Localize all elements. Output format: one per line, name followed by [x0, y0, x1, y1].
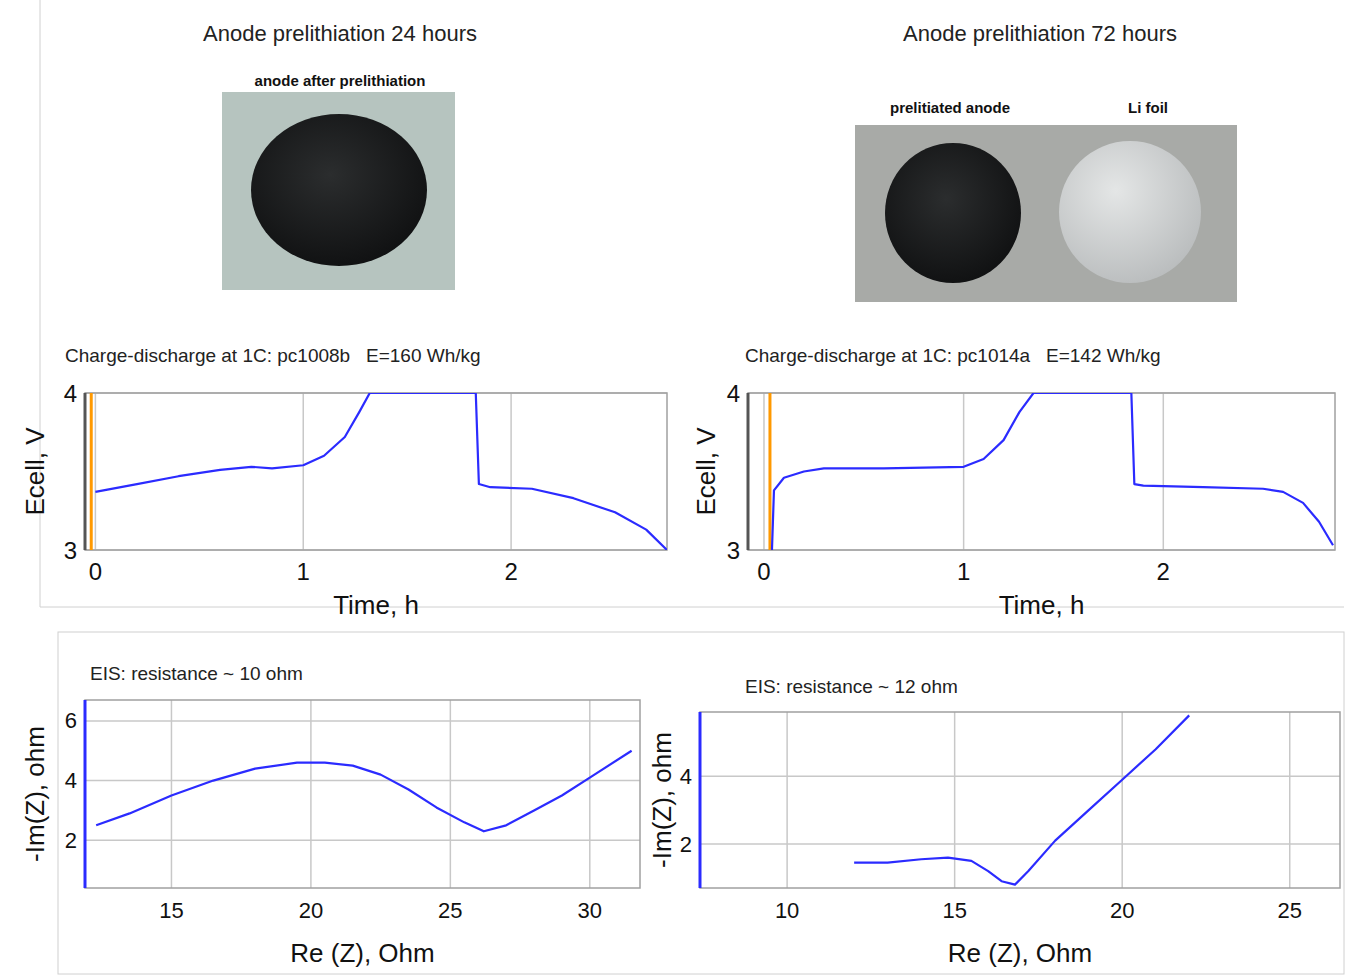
- tick-label: 25: [438, 898, 462, 923]
- frame: [58, 632, 1344, 974]
- y-axis-title: -Im(Z), ohm: [647, 732, 677, 868]
- tick-label: 1: [297, 558, 310, 585]
- tick-label: 0: [89, 558, 102, 585]
- tick-label: 4: [680, 764, 692, 789]
- x-axis-title: Re (Z), Ohm: [948, 938, 1092, 968]
- photo: [222, 92, 455, 290]
- tick-label: 6: [65, 708, 77, 733]
- tick-label: 1: [957, 558, 970, 585]
- tick-label: 3: [64, 537, 77, 564]
- tick-label: 3: [727, 537, 740, 564]
- photo-label: prelitiated anode: [890, 99, 1010, 116]
- grid-line: [85, 780, 640, 782]
- tick-label: 20: [1110, 898, 1134, 923]
- photo-label: Li foil: [1128, 99, 1168, 116]
- marker-line: [768, 393, 771, 550]
- y-axis-line: [84, 393, 87, 550]
- y-axis-title: Ecell, V: [691, 427, 721, 516]
- grid-line: [1121, 712, 1123, 888]
- grid-line: [589, 700, 591, 888]
- grid-line: [1163, 393, 1165, 550]
- photo-title: Anode prelithiation 24 hours: [203, 21, 477, 46]
- y-axis-line: [699, 712, 702, 888]
- tick-label: 4: [64, 380, 77, 407]
- marks: [770, 393, 1333, 550]
- tick-label: 0: [757, 558, 770, 585]
- marker-line: [90, 393, 93, 550]
- li-foil-disk: [1059, 141, 1201, 283]
- plot-frame: [748, 393, 1335, 550]
- marks: [96, 751, 631, 832]
- figure: Anode prelithiation 24 hours anode after …: [0, 0, 1346, 976]
- grid-line: [171, 700, 173, 888]
- chart-title: Charge-discharge at 1C: pc1014a E=142 Wh…: [745, 345, 1161, 366]
- marks: [91, 393, 667, 550]
- grid-line: [954, 712, 956, 888]
- plot-area: [748, 393, 1335, 550]
- x-axis-title: Re (Z), Ohm: [290, 938, 434, 968]
- grid-line: [786, 712, 788, 888]
- data-line: [96, 751, 631, 832]
- x-axis-title: Time, h: [333, 590, 419, 620]
- tick-label: 4: [727, 380, 740, 407]
- grid-line: [303, 393, 305, 550]
- tick-label: 2: [1157, 558, 1170, 585]
- anode-disk: [251, 114, 427, 266]
- photo-title: Anode prelithiation 72 hours: [903, 21, 1177, 46]
- grid-line: [85, 720, 640, 722]
- y-axis-title: -Im(Z), ohm: [20, 726, 50, 862]
- chart: 0 1 2 3 4 Charge-discharge at 1C: pc1008b E=1…: [20, 345, 667, 620]
- chart: 0 1 2 3 4Charge-discharge at 1C: pc1014a E=1…: [691, 345, 1335, 620]
- grid-line: [95, 393, 97, 550]
- plot-area: [85, 393, 667, 550]
- grid-line: [700, 843, 1340, 845]
- tick-label: 15: [942, 898, 966, 923]
- x-axis-title: Time, h: [999, 590, 1085, 620]
- grid-line: [510, 393, 512, 550]
- chart-title: EIS: resistance ~ 12 ohm: [745, 676, 958, 697]
- chart: 15 20 25 30 2 4 6 EIS: resistance ~ 10 ohm Re (Z…: [20, 663, 640, 968]
- marks: [854, 715, 1189, 884]
- y-axis-line: [747, 393, 750, 550]
- grid-line: [450, 700, 452, 888]
- tick-label: 2: [504, 558, 517, 585]
- data-line: [854, 715, 1189, 884]
- tick-label: 10: [775, 898, 799, 923]
- anode-disk: [885, 143, 1021, 283]
- tick-label: 25: [1277, 898, 1301, 923]
- tick-label: 20: [299, 898, 323, 923]
- tick-label: 2: [680, 832, 692, 857]
- data-line: [772, 393, 1333, 550]
- plot-frame: [700, 712, 1340, 888]
- grid-line: [763, 393, 765, 550]
- plot-frame: [85, 700, 640, 888]
- chart: 10 15 20 25 2 4 EIS: resistance ~ 12 ohm Re (Z)…: [647, 676, 1340, 968]
- chart-title: EIS: resistance ~ 10 ohm: [90, 663, 303, 684]
- plot-area: [700, 712, 1340, 888]
- grid-line: [963, 393, 965, 550]
- tick-label: 4: [65, 768, 77, 793]
- grid-line: [310, 700, 312, 888]
- tick-label: 15: [159, 898, 183, 923]
- frame: [40, 607, 1344, 608]
- y-axis-title: Ecell, V: [20, 427, 50, 516]
- data-line: [95, 393, 667, 550]
- grid-line: [85, 840, 640, 842]
- tick-label: 30: [578, 898, 602, 923]
- grid-line: [1289, 712, 1291, 888]
- plot-area: [85, 700, 640, 888]
- plot-frame: [85, 393, 667, 550]
- chart-title: Charge-discharge at 1C: pc1008b E=160 Wh…: [65, 345, 481, 366]
- photo: [855, 125, 1237, 302]
- grid-line: [700, 776, 1340, 778]
- photo-label: anode after prelithiation: [255, 72, 426, 89]
- y-axis-line: [84, 700, 87, 888]
- tick-label: 2: [65, 828, 77, 853]
